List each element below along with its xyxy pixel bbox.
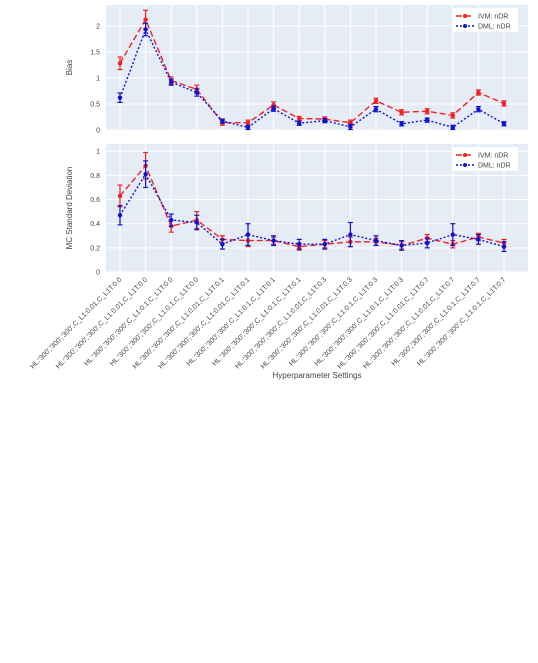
series-line <box>119 172 505 248</box>
data-point <box>169 79 174 85</box>
x-tick-label: HL:'300','300','300',C_L1:0.01,C_L1T:0.1 <box>157 276 251 370</box>
x-tick-label: HL:'300','300','300',C_L1:0.1,C_L1T:0.3 <box>314 276 405 367</box>
data-point <box>399 121 404 126</box>
data-point <box>373 238 379 243</box>
legend-box <box>452 147 518 171</box>
series-line <box>119 27 505 129</box>
y-tick-label: 0.2 <box>90 245 100 252</box>
data-point <box>348 232 353 237</box>
data-point <box>322 242 327 247</box>
data-point <box>373 106 379 112</box>
data-point <box>245 120 251 125</box>
y-axis-title: Bias <box>65 60 74 76</box>
data-point <box>322 118 327 123</box>
data-point <box>476 106 481 112</box>
data-point <box>425 109 430 114</box>
data-point <box>348 124 353 130</box>
data-point <box>117 61 123 66</box>
series-dml <box>117 22 507 131</box>
data-point <box>476 90 481 95</box>
x-tick-label: HL:'300','300','300',C_L1:0.01,C_L1T:0.1 <box>132 276 226 370</box>
data-point <box>117 95 123 100</box>
legend-marker <box>463 24 467 28</box>
data-point <box>501 121 507 126</box>
x-tick-label: HL:'300','300','300',C_L1:0.01,C_L1T:0.0 <box>55 276 149 370</box>
x-tick-label: HL:'300','300','300',C_L1:0.01,C_L1T:0.7 <box>362 276 456 370</box>
x-tick-label: HL:'300','300','300',C_L1:0.01,C_L1T:0.3 <box>260 276 354 370</box>
x-tick-label: HL:'300','300','300',C_L1:0.1,C_L1T:0.7 <box>391 276 482 367</box>
data-point <box>450 232 455 237</box>
y-tick-label: 0 <box>96 128 100 135</box>
data-point <box>501 244 507 249</box>
data-point <box>245 125 251 130</box>
data-point <box>399 243 404 248</box>
data-point <box>373 98 379 104</box>
data-point <box>271 238 276 243</box>
data-point <box>476 237 481 242</box>
data-point <box>271 106 276 111</box>
y-tick-label: 2 <box>96 23 100 30</box>
y-tick-label: 1 <box>96 75 100 82</box>
y-tick-label: 0 <box>96 270 100 277</box>
legend-label: DML: nDR <box>478 24 511 31</box>
series-line <box>119 164 505 248</box>
y-tick-label: 0.8 <box>90 173 100 180</box>
data-point <box>399 110 404 115</box>
legend-label: IVM: nDR <box>478 153 508 160</box>
x-tick-label: HL:'300','300','300',C_L1:0.1,C_L1T:0.1 <box>211 276 302 367</box>
legend-marker <box>463 153 467 157</box>
x-tick-label: HL:'300','300','300',C_L1:0.01,C_L1T:0.3 <box>234 276 328 370</box>
data-point <box>220 242 225 247</box>
data-point <box>297 121 302 126</box>
legends: IVM: nDR DML: nDR IVM: nDR DML: nDR <box>452 8 518 171</box>
x-tick-label: HL:'300','300','300',C_L1:0.1,C_L1T:0.0 <box>109 276 200 367</box>
data-point <box>143 17 148 22</box>
data-point <box>425 240 430 246</box>
data-point <box>450 125 455 130</box>
x-tick-label: HL:'300','300','300',C_L1:0.1,C_L1T:0.1 <box>186 276 277 367</box>
data-point <box>220 118 225 124</box>
data-point <box>245 232 251 237</box>
data-point <box>297 116 302 121</box>
x-tick-label: HL:'300','300','300',C_L1:0.01,C_L1T:0.7 <box>337 276 431 370</box>
data-point <box>297 242 302 247</box>
x-tick-label: HL:'300','300','300',C_L1:0.1,C_L1T:0.0 <box>83 276 174 367</box>
y-tick-label: 0.6 <box>90 197 100 204</box>
x-axis-title: Hyperparameter Settings <box>273 371 362 380</box>
x-tick-label: HL:'300','300','300',C_L1:0.01,C_L1T:0.0 <box>29 276 123 370</box>
data-point <box>501 101 507 106</box>
data-point <box>425 117 430 123</box>
series-dml <box>117 160 507 253</box>
legend-label: DML: nDR <box>478 163 511 170</box>
legend-box <box>452 8 518 32</box>
y-tick-label: 1.5 <box>90 49 100 56</box>
legend-marker <box>463 163 467 167</box>
data-point <box>143 27 148 32</box>
x-tick-label: HL:'300','300','300',C_L1:0.1,C_L1T:0.3 <box>288 276 379 367</box>
legend-1: IVM: nDR DML: nDR <box>452 8 518 32</box>
y-tick-label: 0.5 <box>90 101 100 108</box>
legend-label: IVM: nDR <box>478 14 508 21</box>
data-point <box>169 217 174 223</box>
data-point <box>194 220 199 225</box>
data-point <box>143 171 148 177</box>
y-tick-label: 0.4 <box>90 221 100 228</box>
series-line <box>119 18 505 124</box>
data-point <box>450 113 455 118</box>
legend-marker <box>463 14 467 18</box>
x-tick-label: HL:'300','300','300',C_L1:0.1,C_L1T:0.7 <box>416 276 507 367</box>
y-tick-label: 1 <box>96 149 100 156</box>
data-point <box>117 193 123 199</box>
data-point <box>194 90 199 95</box>
data-point <box>117 213 123 218</box>
legend-2: IVM: nDR DML: nDR <box>452 147 518 171</box>
y-axis-title: MC Standard Deviation <box>65 167 74 250</box>
data-series <box>117 9 507 253</box>
